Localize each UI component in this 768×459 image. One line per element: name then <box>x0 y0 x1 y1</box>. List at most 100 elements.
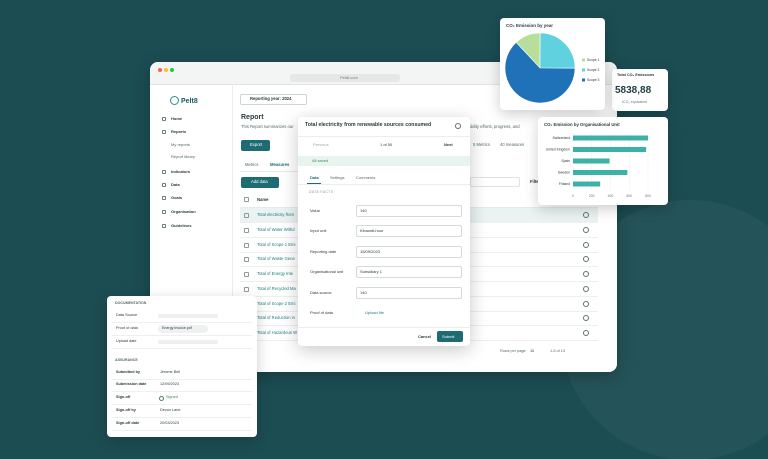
section: DATA FACTS <box>309 190 334 195</box>
report-description-end: sustainability efforts, progress, and <box>455 123 520 129</box>
field-input[interactable] <box>356 287 462 299</box>
previous[interactable]: Previous <box>313 142 329 147</box>
cancel[interactable]: Cancel <box>418 334 432 339</box>
modal-tabs-line <box>298 184 470 185</box>
nav-icon <box>162 224 166 228</box>
detail-label: Data Source <box>116 313 138 318</box>
row-add[interactable] <box>583 242 589 248</box>
measures-count: 40 measures <box>500 141 525 147</box>
detail-label: Submission date <box>116 382 147 387</box>
nav-item[interactable]: Guidelines <box>171 223 192 228</box>
row-checkbox[interactable] <box>244 227 249 233</box>
modal-tab[interactable]: Settings <box>330 175 345 180</box>
modal-footer-line <box>298 327 470 328</box>
report-tab[interactable]: Measures <box>270 161 290 167</box>
field-value: 15/09/2023 <box>360 249 381 254</box>
nav-icon <box>162 210 166 214</box>
add-label: Add data <box>251 179 268 185</box>
chart: CO₂ Emission by year Scope 1 Scope 2 Scope … <box>500 18 605 110</box>
next[interactable]: Next <box>444 142 453 147</box>
nav-icon <box>162 170 166 174</box>
row-name[interactable]: Total of Scope 2 Emi <box>257 300 296 306</box>
row-name[interactable]: Total of Energy Inte <box>257 270 294 276</box>
row-name[interactable]: Total electricity from <box>257 211 294 217</box>
detail-label: Sign-off by <box>116 408 136 413</box>
row-name[interactable]: Total of Hazardous W <box>257 329 298 335</box>
y-tick-label: Sweden <box>558 170 570 174</box>
nav-item[interactable]: Data <box>171 182 180 187</box>
row-name[interactable]: Total of Waste Gene <box>257 255 295 261</box>
row-name[interactable]: Total of Water Withd <box>257 226 295 232</box>
field-label: Proof of data <box>310 310 333 315</box>
row-name[interactable]: Total of Reduction in <box>257 314 295 320</box>
row-checkbox[interactable] <box>244 212 249 218</box>
rows-per-page: Rows per page: <box>500 349 527 354</box>
row-add[interactable] <box>583 315 589 321</box>
total-value: 5838,88 <box>615 85 652 96</box>
x-tick-label: 800 <box>645 194 651 198</box>
field-input[interactable] <box>356 266 462 278</box>
window-dot <box>170 68 174 72</box>
add-button[interactable] <box>241 177 279 188</box>
field-label: Data source <box>310 290 332 295</box>
export-button[interactable] <box>241 140 270 151</box>
year: Reporting year: 2024 <box>250 96 292 102</box>
bar <box>573 158 610 164</box>
modal-tab[interactable]: Comments <box>356 175 376 180</box>
total-card <box>612 69 668 111</box>
detail-value: Energy Invoice.pdf <box>162 326 192 331</box>
row-name[interactable]: Total of Recycled Ma <box>257 285 296 291</box>
row-line <box>112 391 252 392</box>
detail-label: Proof of data <box>116 326 138 331</box>
row-add[interactable] <box>583 212 589 218</box>
field-label: Organisational unit <box>310 269 344 274</box>
row-checkbox[interactable] <box>244 271 249 277</box>
field-value: 140 <box>360 290 367 295</box>
row-add[interactable] <box>583 330 589 336</box>
modal-close[interactable] <box>455 123 461 129</box>
field-input[interactable] <box>356 225 462 237</box>
tabs-line <box>240 171 298 172</box>
row-checkbox[interactable] <box>244 256 249 262</box>
row-checkbox[interactable] <box>244 242 249 248</box>
row-line <box>112 430 252 431</box>
nav-item[interactable]: Reports <box>171 129 187 134</box>
detail-label: Sign-off date <box>116 421 140 426</box>
field-input[interactable] <box>356 246 462 258</box>
row-checkbox[interactable] <box>244 286 249 292</box>
nav-item[interactable]: Report library <box>171 154 196 159</box>
submit-button[interactable] <box>437 331 463 342</box>
report-tab[interactable]: Metrics <box>245 161 259 167</box>
placeholder <box>158 314 218 318</box>
legend-swatch <box>582 78 585 82</box>
row-add[interactable] <box>583 227 589 233</box>
row-add[interactable] <box>583 256 589 262</box>
year-select[interactable] <box>240 94 307 105</box>
field-input[interactable] <box>356 205 462 217</box>
legend-label: Scope 2 <box>587 68 600 72</box>
column-header: Name <box>257 196 269 202</box>
row-add[interactable] <box>583 301 589 307</box>
row-line <box>112 335 252 336</box>
filter[interactable]: Filter <box>530 178 541 184</box>
nav-item[interactable]: Indicators <box>171 169 191 174</box>
nav-item[interactable]: My reports <box>171 142 190 147</box>
nav-icon <box>162 183 166 187</box>
logo-icon <box>170 96 179 105</box>
nav-item[interactable]: Goals <box>171 195 183 200</box>
pie-slice <box>539 32 576 69</box>
status-bar <box>298 156 470 166</box>
modal-tab[interactable]: Data <box>310 175 319 180</box>
nav-item[interactable]: Organisation <box>171 209 196 214</box>
row-name[interactable]: Total of Scope 1 Emi <box>257 241 296 247</box>
nav-item[interactable]: Home <box>171 116 183 121</box>
row-add[interactable] <box>583 286 589 292</box>
legend-label: Scope 1 <box>587 58 600 62</box>
url: Pelt8.com <box>340 75 358 80</box>
row-add[interactable] <box>583 271 589 277</box>
section-title: DOCUMENTATION <box>115 301 147 306</box>
placeholder <box>158 340 218 344</box>
field-value: Kilowatt-hour <box>360 228 384 233</box>
upload-link[interactable]: Upload file <box>365 310 384 315</box>
